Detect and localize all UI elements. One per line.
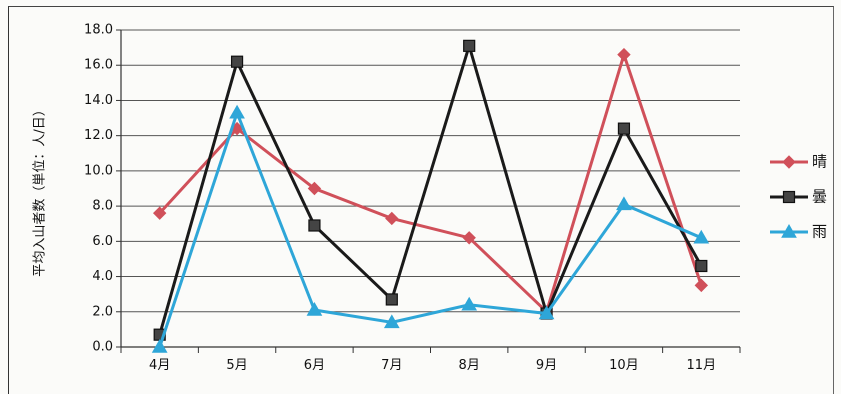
data-point xyxy=(385,293,398,306)
data-point xyxy=(463,39,476,52)
legend-marker xyxy=(782,155,796,169)
y-tick-label: 16.0 xyxy=(84,58,113,73)
y-axis-label: 平均入山者数（単位：人/日） xyxy=(32,103,48,276)
series-0 xyxy=(152,47,709,319)
data-point xyxy=(229,104,245,119)
series-line xyxy=(158,108,702,348)
series-layer xyxy=(151,39,710,353)
y-tick-label: 0.0 xyxy=(92,340,113,355)
y-tick-label: 14.0 xyxy=(84,93,113,108)
data-point xyxy=(383,314,400,329)
data-point xyxy=(616,196,632,211)
data-point xyxy=(693,229,710,244)
y-tick-label: 6.0 xyxy=(92,234,113,249)
legend-label: 雨 xyxy=(812,223,827,241)
data-point xyxy=(307,181,322,196)
data-point xyxy=(617,47,631,62)
data-point xyxy=(694,278,709,293)
data-point xyxy=(461,296,478,311)
data-point xyxy=(230,55,244,68)
data-point xyxy=(617,122,631,135)
x-tick-label: 11月 xyxy=(687,358,717,373)
data-point xyxy=(695,259,708,273)
x-tick-label: 9月 xyxy=(536,358,557,373)
legend-entry: 雨 xyxy=(770,223,827,241)
x-tick-label: 7月 xyxy=(381,358,402,373)
y-tick-labels: 0.0 2.0 4.0 6.0 8.0 10.0 12.0 14.0 16.0 18.0 xyxy=(84,23,113,355)
y-tick-label: 2.0 xyxy=(92,304,113,319)
data-point xyxy=(385,211,399,226)
y-tick-label: 10.0 xyxy=(84,163,113,178)
x-tick-labels: 4月 5月 6月 7月 8月 9月 10月 11月 xyxy=(149,358,716,373)
y-tick-label: 12.0 xyxy=(84,128,113,143)
legend-label: 晴 xyxy=(812,153,827,171)
series-line xyxy=(158,40,703,336)
series-line xyxy=(158,49,703,315)
data-point xyxy=(538,305,555,320)
x-tick-label: 6月 xyxy=(304,358,325,373)
data-point xyxy=(306,302,323,316)
y-tick-label: 4.0 xyxy=(92,269,113,284)
legend-entry: 晴 xyxy=(770,153,827,171)
data-point xyxy=(462,231,476,245)
x-tick-label: 4月 xyxy=(149,358,170,373)
legend-label: 曇 xyxy=(812,188,827,206)
data-point xyxy=(308,219,321,232)
x-tick-label: 5月 xyxy=(226,358,247,373)
axes xyxy=(116,29,741,353)
legend-marker xyxy=(781,223,797,238)
data-point xyxy=(151,338,168,353)
legend-marker xyxy=(782,190,796,204)
legend: 晴曇雨 xyxy=(770,153,827,241)
y-tick-label: 8.0 xyxy=(92,199,113,214)
legend-entry: 曇 xyxy=(770,188,827,206)
y-tick-label: 18.0 xyxy=(84,23,113,38)
data-point xyxy=(152,206,167,220)
chart-border xyxy=(8,6,834,394)
series-1 xyxy=(153,39,708,341)
series-2 xyxy=(151,104,710,353)
x-tick-label: 10月 xyxy=(609,358,639,373)
x-tick-label: 8月 xyxy=(459,358,480,373)
